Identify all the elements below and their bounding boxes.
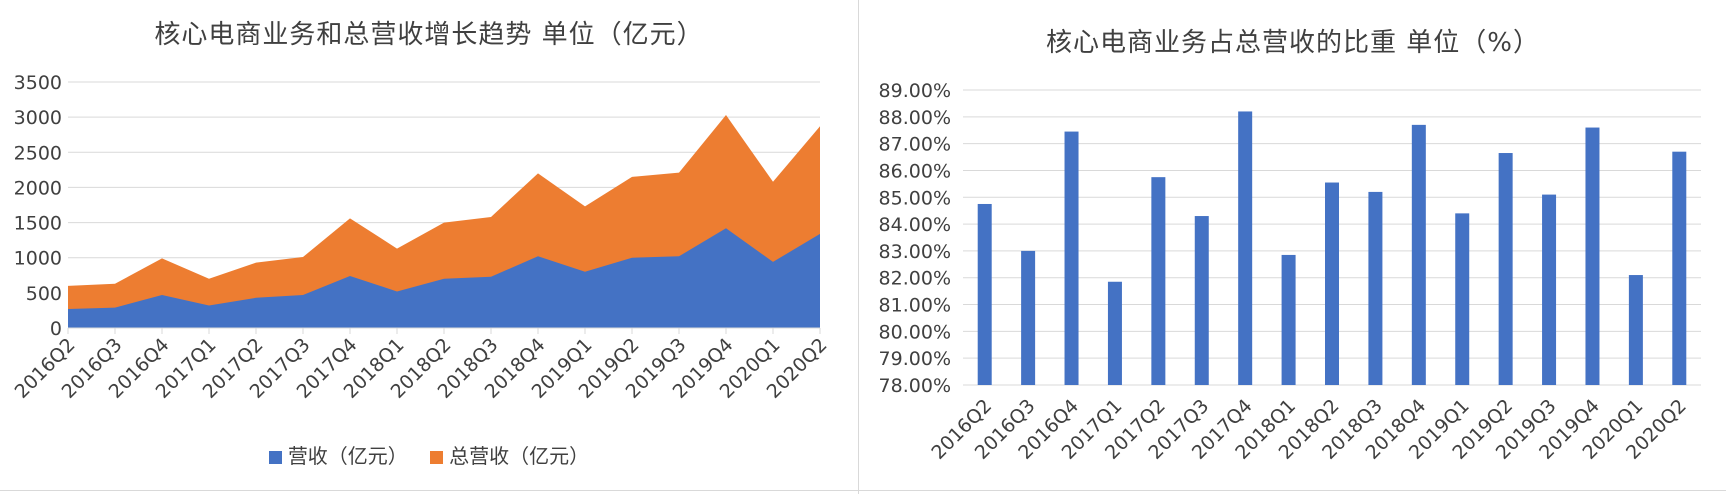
bar	[1325, 182, 1339, 385]
bar	[1498, 153, 1513, 385]
bar-chart-plot: 78.00% 79.00% 80.00% 81.00% 82.00% 83.00% 84.0…	[879, 80, 1701, 464]
bar	[1107, 281, 1122, 385]
bar	[1281, 254, 1296, 385]
y-tick-label: 83.00%	[879, 241, 951, 263]
y-tick-label: 0	[50, 318, 62, 340]
series-area-revenue	[68, 228, 820, 328]
y-tick-label: 1500	[14, 213, 62, 235]
y-tick-label: 79.00%	[879, 348, 951, 370]
y-tick-label: 89.00%	[879, 80, 951, 102]
y-tick-label: 80.00%	[879, 321, 951, 343]
legend-item-revenue: 营收（亿元）	[268, 440, 408, 469]
bar	[1585, 127, 1600, 385]
area-chart-panel: 核心电商业务和总营收增长趋势 单位（亿元） 0 500 1000 1500 2000 25…	[0, 0, 858, 494]
bar	[1628, 275, 1643, 385]
bar	[1064, 131, 1079, 385]
bar	[977, 203, 992, 385]
bar	[1151, 177, 1166, 385]
y-tick-label: 86.00%	[879, 160, 951, 182]
y-tick-label: 84.00%	[879, 214, 951, 236]
bar	[1238, 111, 1253, 386]
bar	[1368, 191, 1383, 385]
y-tick-label: 500	[26, 283, 62, 305]
y-tick-label: 1000	[14, 248, 62, 270]
y-tick-label: 78.00%	[879, 375, 951, 397]
bar	[1411, 124, 1426, 385]
bottom-divider	[0, 490, 1726, 491]
area-chart-plot: 05001000150020002500300035002016Q22016Q3…	[11, 72, 832, 403]
y-tick-label: 87.00%	[879, 134, 951, 156]
y-tick-label: 88.00%	[879, 107, 951, 129]
y-tick-label: 81.00%	[879, 295, 951, 317]
y-tick-label: 3000	[14, 107, 62, 129]
legend-item-total: 总营收（亿元）	[430, 440, 589, 469]
bar	[1455, 213, 1470, 385]
legend-swatch-revenue	[268, 451, 282, 464]
bar-chart-panel: 核心电商业务占总营收的比重 单位（%） 78.00% 79.00% 80.00% 81…	[858, 0, 1726, 494]
y-tick-label: 82.00%	[879, 268, 951, 290]
legend-label-revenue: 营收（亿元）	[287, 444, 408, 468]
y-tick-label: 2500	[14, 142, 62, 164]
bar	[1542, 194, 1557, 385]
area-chart-legend: 营收（亿元） 总营收（亿元）	[0, 440, 858, 469]
legend-swatch-total	[430, 451, 444, 464]
bar	[1194, 216, 1209, 385]
bar	[1021, 250, 1036, 385]
y-tick-label: 3500	[14, 72, 62, 94]
area-chart-title: 核心电商业务和总营收增长趋势 单位（亿元）	[154, 20, 704, 50]
legend-label-total: 总营收（亿元）	[449, 444, 590, 468]
bar-chart-title: 核心电商业务占总营收的比重 单位（%）	[1046, 28, 1540, 58]
bar	[1672, 151, 1687, 385]
y-tick-label: 85.00%	[879, 187, 951, 209]
y-tick-label: 2000	[14, 177, 62, 199]
